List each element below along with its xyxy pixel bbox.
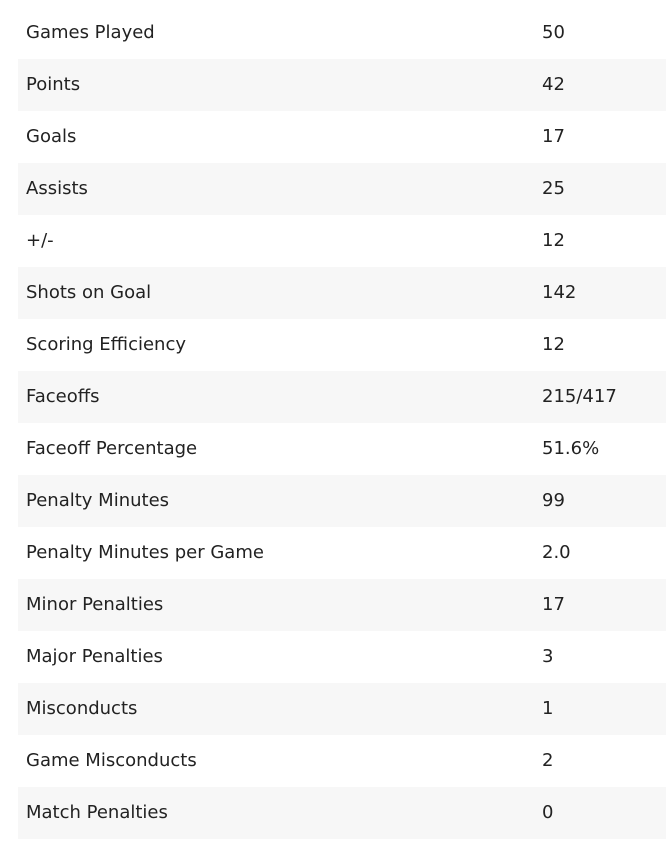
stat-value: 215/417 [542, 386, 617, 407]
stat-label: Penalty Minutes [26, 490, 170, 511]
stat-value: 17 [542, 594, 565, 615]
stat-row-faceoffs: Faceoffs 215/417 [18, 371, 666, 423]
stat-row-minor-penalties: Minor Penalties 17 [18, 579, 666, 631]
stat-value: 99 [542, 490, 565, 511]
stat-label: Minor Penalties [26, 594, 164, 615]
stat-value: 2.0 [542, 542, 571, 563]
stat-value: 12 [542, 230, 565, 251]
stat-row-scoring-efficiency: Scoring Efficiency 12 [18, 319, 666, 371]
stat-label: Assists [26, 178, 88, 199]
stat-row-games-played: Games Played 50 [18, 7, 666, 59]
stat-row-match-penalties: Match Penalties 0 [18, 787, 666, 839]
stat-label: +/- [26, 230, 54, 251]
stat-value: 12 [542, 334, 565, 355]
stat-value: 1 [542, 698, 554, 719]
stat-row-penalty-minutes-per-game: Penalty Minutes per Game 2.0 [18, 527, 666, 579]
stat-label: Scoring Efficiency [26, 334, 186, 355]
stat-value: 142 [542, 282, 577, 303]
stat-row-faceoff-percentage: Faceoff Percentage 51.6% [18, 423, 666, 475]
stat-value: 2 [542, 750, 554, 771]
stat-label: Penalty Minutes per Game [26, 542, 264, 563]
stat-value: 3 [542, 646, 554, 667]
stat-label: Misconducts [26, 698, 138, 719]
stat-label: Points [26, 74, 81, 95]
stat-label: Faceoff Percentage [26, 438, 198, 459]
stat-row-assists: Assists 25 [18, 163, 666, 215]
stat-label: Shots on Goal [26, 282, 152, 303]
stat-value: 50 [542, 22, 565, 43]
stat-label: Games Played [26, 22, 155, 43]
stat-row-points: Points 42 [18, 59, 666, 111]
stat-row-penalty-minutes: Penalty Minutes 99 [18, 475, 666, 527]
stat-value: 42 [542, 74, 565, 95]
stat-row-major-penalties: Major Penalties 3 [18, 631, 666, 683]
stat-value: 25 [542, 178, 565, 199]
stat-row-goals: Goals 17 [18, 111, 666, 163]
stat-value: 17 [542, 126, 565, 147]
stat-value: 51.6% [542, 438, 600, 459]
stat-label: Match Penalties [26, 802, 168, 823]
stat-label: Game Misconducts [26, 750, 197, 771]
stat-label: Goals [26, 126, 77, 147]
stat-row-misconducts: Misconducts 1 [18, 683, 666, 735]
stat-row-game-misconducts: Game Misconducts 2 [18, 735, 666, 787]
player-stats-table: Games Played 50 Points 42 Goals 17 Assis… [18, 7, 666, 839]
stat-label: Faceoffs [26, 386, 100, 407]
stat-row-shots-on-goal: Shots on Goal 142 [18, 267, 666, 319]
stat-label: Major Penalties [26, 646, 163, 667]
stat-row-plus-minus: +/- 12 [18, 215, 666, 267]
stat-value: 0 [542, 802, 554, 823]
